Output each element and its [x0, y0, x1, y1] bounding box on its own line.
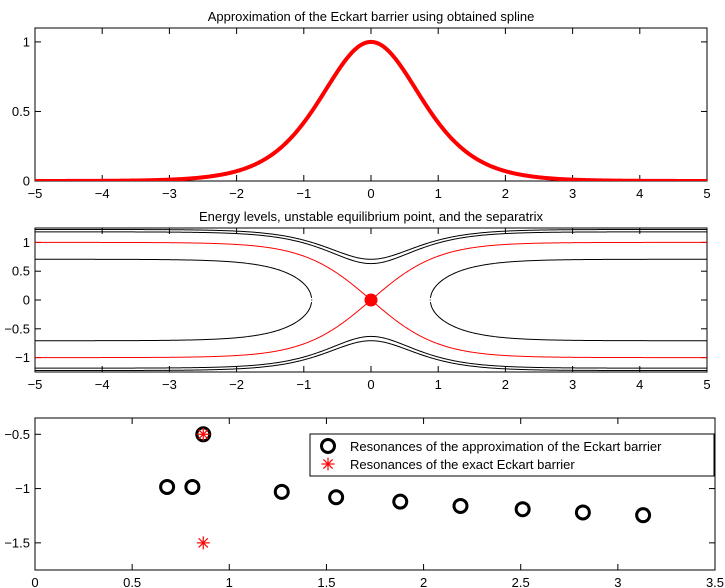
chart-title: Energy levels, unstable equilibrium poin…: [199, 209, 543, 224]
x-tick-label: 2: [502, 377, 509, 392]
energy-level-curve: [35, 302, 707, 342]
chart-title: Approximation of the Eckart barrier usin…: [208, 9, 535, 24]
x-tick-label: −2: [229, 186, 244, 201]
x-tick-label: −4: [95, 377, 110, 392]
x-tick-label: 1: [435, 186, 442, 201]
energy-levels-plot: −5 −4 −3 −2 −1 0 1 2 3 4 5 −1 −0.5 0 0.5 1 Energy levels…: [4, 209, 710, 392]
x-tick-label: −5: [28, 377, 43, 392]
legend-label-approximation: Resonances of the approximation of the E…: [350, 439, 662, 454]
x-tick-label: −4: [95, 186, 110, 201]
y-tick-label: 1: [23, 34, 30, 49]
y-tick-label: 0: [23, 293, 30, 308]
resonance-circle-marker: [392, 493, 409, 510]
x-tick-label: 5: [703, 186, 710, 201]
asterisk-marker: [321, 457, 335, 471]
x-tick-label: 4: [636, 186, 643, 201]
x-tick-label: 1: [435, 377, 442, 392]
energy-level-curve: [35, 299, 707, 359]
axes-frame: [34, 27, 708, 182]
x-tick-label: 2.5: [512, 575, 530, 588]
resonance-circle-marker: [159, 478, 176, 495]
x-tick-label: 0: [367, 377, 374, 392]
x-tick-label: 0: [367, 186, 374, 201]
x-tick-label: −2: [229, 377, 244, 392]
barrier-curve: [35, 39, 707, 181]
y-tick-label: −1.5: [4, 535, 30, 550]
energy-level-curve: [35, 340, 707, 372]
asterisk-marker: [196, 427, 210, 441]
x-tick-label: −3: [162, 186, 177, 201]
eckart-barrier-plot: −5 −4 −3 −2 −1 0 1 2 3 4 5 0 0.5 1 Approximation of th…: [12, 9, 711, 201]
resonance-circle-marker: [452, 497, 469, 514]
x-tick-label: 3: [614, 575, 621, 588]
energy-level-curve: [35, 335, 707, 369]
x-tick-label: 2: [502, 186, 509, 201]
x-tick-label: −1: [296, 377, 311, 392]
legend-circle-marker: [320, 438, 336, 454]
axes-frame: [34, 417, 716, 571]
x-tick-label: 0.5: [123, 575, 141, 588]
energy-level-curve: [35, 228, 707, 260]
y-tick-label: −0.5: [4, 321, 30, 336]
resonance-circle-marker: [328, 489, 345, 506]
energy-level-curve: [35, 258, 707, 298]
y-tick-label: −1: [15, 481, 30, 496]
legend: Resonances of the approximation of the E…: [309, 433, 715, 477]
x-tick-label: −5: [28, 186, 43, 201]
y-tick-label: −0.5: [4, 427, 30, 442]
x-tick-label: 1.5: [317, 575, 335, 588]
resonance-circle-marker: [574, 504, 591, 521]
asterisk-marker: [196, 536, 210, 550]
x-tick-label: 3.5: [706, 575, 724, 588]
resonances-plot: 0 0.5 1 1.5 2 2.5 3 3.5 −1.5 −1 −0.5 Resonances of …: [4, 417, 724, 588]
energy-level-curve: [35, 241, 707, 301]
energy-level-curve: [35, 231, 707, 265]
y-tick-label: 0.5: [12, 264, 30, 279]
resonance-circle-marker: [273, 483, 290, 500]
legend-box: [309, 433, 715, 477]
y-tick-label: 1: [23, 235, 30, 250]
x-tick-label: −1: [296, 186, 311, 201]
y-tick-label: 0: [23, 174, 30, 189]
x-tick-label: 4: [636, 377, 643, 392]
x-tick-label: 3: [569, 377, 576, 392]
x-tick-label: 3: [569, 186, 576, 201]
x-tick-label: 5: [703, 377, 710, 392]
y-tick-label: −1: [15, 350, 30, 365]
equilibrium-point: [364, 293, 378, 307]
resonance-circle-marker: [635, 507, 652, 524]
x-tick-label: 0: [31, 575, 38, 588]
x-tick-label: 2: [420, 575, 427, 588]
x-tick-label: 1: [226, 575, 233, 588]
x-tick-label: −3: [162, 377, 177, 392]
resonance-circle-marker: [184, 478, 201, 495]
resonance-circle-marker: [514, 501, 531, 518]
y-tick-label: 0.5: [12, 104, 30, 119]
legend-label-exact: Resonances of the exact Eckart barrier: [350, 457, 575, 472]
